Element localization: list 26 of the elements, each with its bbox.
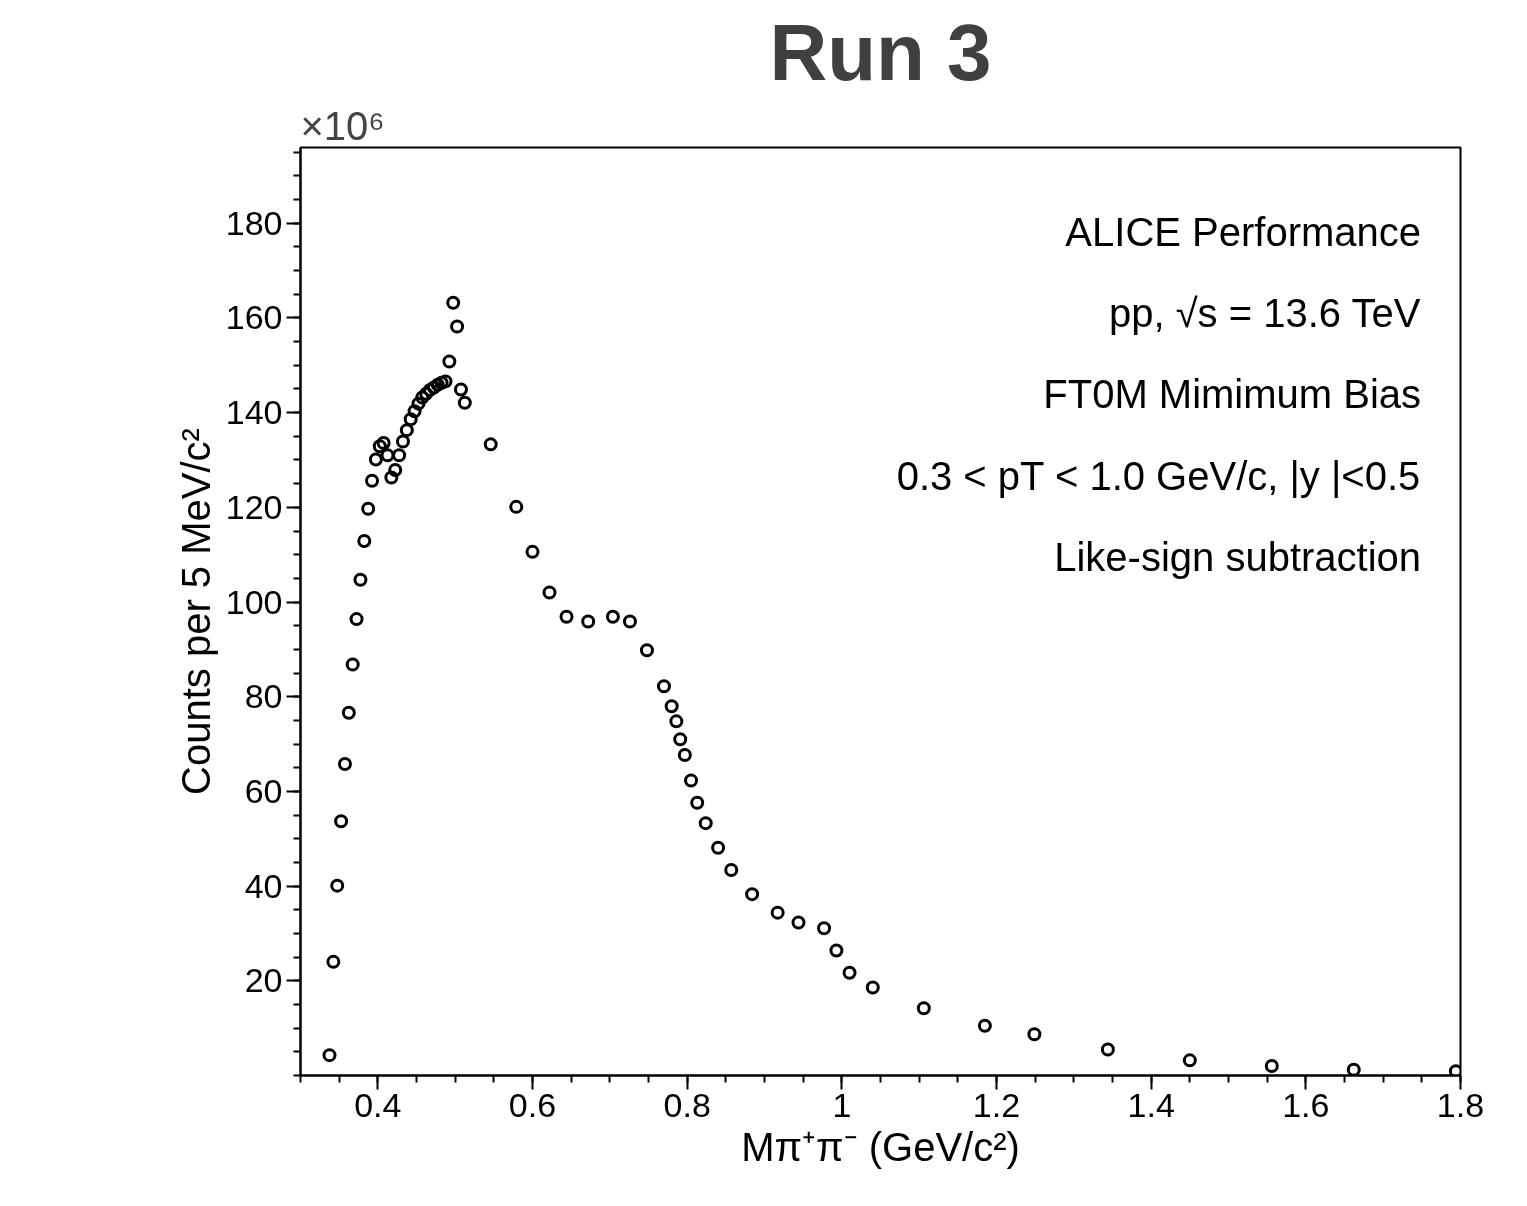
x-tick-label: 0.8 [663,1085,711,1124]
annotation: Like-sign subtraction [1054,534,1422,579]
y-tick-label: 40 [244,866,283,905]
x-tick-label: 0.4 [354,1085,402,1124]
annotation: pp, √s = 13.6 TeV [1108,291,1421,336]
x-tick-label: 0.6 [508,1085,557,1124]
x-tick-label: 1.8 [1436,1085,1485,1124]
x-tick-label: 1.2 [972,1085,1021,1124]
x-tick-label: 1.6 [1282,1085,1330,1124]
y-axis-title: Counts per 5 MeV/c² [173,428,218,795]
y-tick-label: 160 [225,298,283,337]
x-axis-title: Mπ⁺π⁻ (GeV/c²) [741,1124,1020,1169]
x-tick-label: 1 [832,1085,852,1124]
y-tick-label: 60 [244,771,283,810]
chart-title: Run 3 [769,7,992,97]
annotation: ALICE Performance [1065,209,1422,254]
annotation: FT0M Mimimum Bias [1043,372,1422,417]
y-tick-label: 140 [225,393,283,432]
x-tick-label: 1.4 [1127,1085,1175,1124]
annotation: 0.3 < pT < 1.0 GeV/c, |y |<0.5 [896,453,1421,498]
annotation: ×10⁶ [300,103,385,148]
y-tick-label: 80 [244,677,283,716]
y-tick-label: 100 [225,582,283,621]
y-tick-label: 120 [225,487,283,526]
y-tick-label: 20 [244,961,283,1000]
y-tick-label: 180 [225,203,283,242]
